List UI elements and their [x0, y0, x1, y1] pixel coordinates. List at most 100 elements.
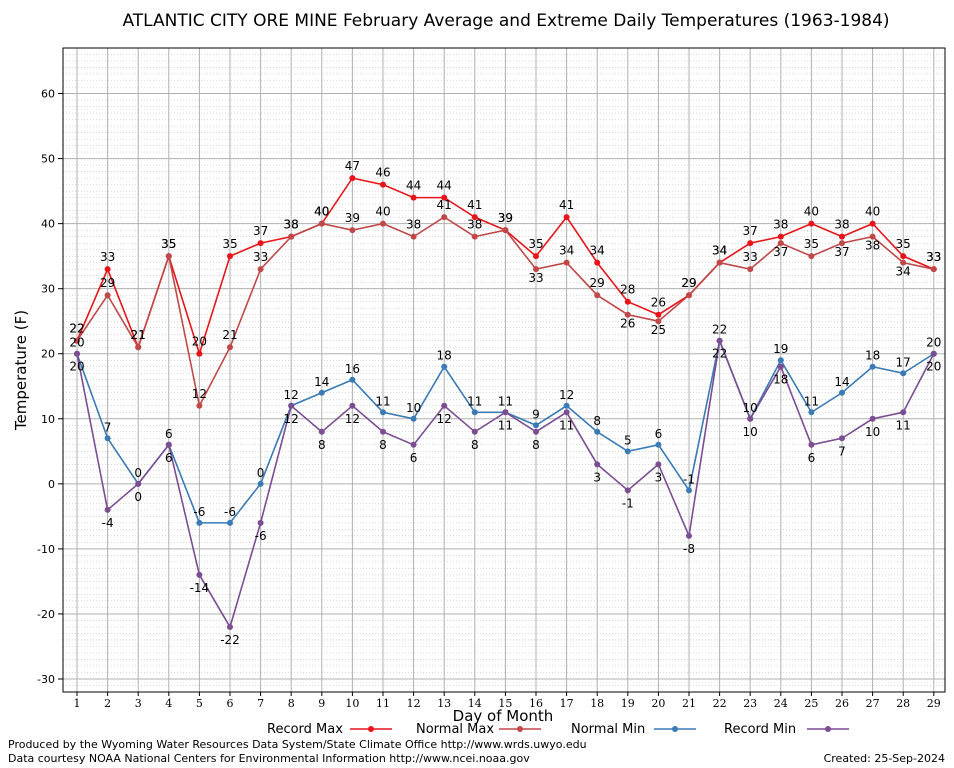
record-min-point — [165, 441, 172, 448]
record-min-data-label: -6 — [255, 529, 267, 543]
record-min-data-label: -1 — [622, 496, 634, 510]
record-min-data-label: 18 — [773, 373, 788, 387]
x-tick-label: 8 — [288, 697, 295, 710]
normal-max-data-label: 29 — [681, 276, 696, 290]
normal-min-data-label: 10 — [743, 401, 758, 415]
normal-max-data-label: 35 — [161, 237, 176, 251]
record-min-point — [410, 441, 417, 448]
record-min-data-label: 10 — [865, 425, 880, 439]
normal-min-data-label: 20 — [926, 336, 941, 350]
record-max-data-label: 21 — [131, 328, 146, 342]
record-max-data-label: 26 — [651, 296, 666, 310]
record-max-data-label: 35 — [161, 237, 176, 251]
y-axis-label: Temperature (F) — [12, 310, 30, 431]
record-min-point — [624, 487, 631, 494]
record-min-point — [533, 428, 539, 435]
normal-max-data-label: 29 — [590, 276, 605, 290]
y-axis: -30 -20 -10 0 10 20 30 40 50 60 — [37, 88, 63, 686]
normal-min-data-label: 5 — [624, 433, 632, 447]
record-max-data-label: 34 — [712, 244, 727, 258]
normal-min-data-label: 12 — [559, 388, 574, 402]
normal-min-data-label: 12 — [284, 388, 299, 402]
normal-min-data-label: 20 — [69, 336, 84, 350]
legend-marker-record-min — [825, 726, 831, 732]
footer-created: Created: 25-Sep-2024 — [824, 752, 945, 765]
normal-max-point — [227, 344, 233, 351]
x-tick-label: 9 — [318, 697, 325, 710]
legend-marker-record-max — [368, 726, 374, 732]
record-min-data-label: 11 — [896, 418, 911, 432]
normal-max-data-label: 41 — [437, 198, 452, 212]
x-tick-label: 20 — [651, 697, 665, 710]
x-tick-label: 28 — [896, 697, 910, 710]
x-tick-label: 15 — [498, 697, 512, 710]
normal-max-point — [930, 266, 937, 273]
record-min-point — [686, 532, 692, 539]
normal-min-data-label: -1 — [683, 472, 695, 486]
normal-min-data-label: 10 — [406, 401, 421, 415]
normal-min-data-label: 11 — [804, 394, 819, 408]
x-tick-label: 24 — [774, 697, 788, 710]
normal-max-point — [257, 266, 264, 273]
normal-min-point — [441, 363, 448, 370]
normal-min-data-label: 22 — [712, 323, 727, 337]
y-tick-label: -30 — [37, 673, 55, 686]
record-min-point — [196, 571, 203, 578]
normal-max-data-label: 26 — [620, 317, 635, 331]
record-min-point — [104, 506, 111, 513]
x-tick-label: 4 — [165, 697, 172, 710]
record-max-point — [624, 298, 631, 305]
record-max-point — [594, 259, 601, 266]
normal-min-point — [624, 448, 631, 455]
normal-max-point — [410, 233, 417, 240]
record-max-point — [747, 240, 754, 247]
record-min-data-label: 6 — [165, 451, 173, 465]
record-min-point — [869, 415, 876, 422]
legend-label-record-max: Record Max — [267, 722, 343, 737]
normal-max-data-label: 39 — [345, 211, 360, 225]
normal-min-data-label: 11 — [498, 394, 513, 408]
record-max-point — [410, 194, 417, 201]
record-max-data-label: 34 — [590, 244, 605, 258]
record-max-data-label: 20 — [192, 335, 207, 349]
normal-min-data-label: 0 — [134, 466, 142, 480]
record-max-data-label: 39 — [498, 211, 513, 225]
normal-min-point — [655, 441, 662, 448]
record-max-point — [900, 253, 907, 260]
normal-max-data-label: 34 — [712, 244, 727, 258]
normal-min-data-label: 18 — [865, 349, 880, 363]
normal-max-point — [380, 220, 386, 227]
record-min-data-label: 8 — [532, 438, 540, 452]
record-max-data-label: 47 — [345, 159, 360, 173]
record-max-data-label: 29 — [681, 276, 696, 290]
x-tick-label: 16 — [529, 697, 543, 710]
normal-max-point — [563, 259, 570, 266]
normal-max-point — [165, 253, 172, 260]
normal-max-data-label: 25 — [651, 323, 666, 337]
normal-min-point — [349, 376, 356, 383]
x-tick-label: 7 — [257, 697, 264, 710]
record-max-data-label: 38 — [773, 218, 788, 232]
record-min-data-label: 8 — [318, 438, 326, 452]
x-tick-label: 21 — [682, 697, 696, 710]
plot-frame — [62, 47, 946, 693]
record-min-data-label: -22 — [220, 633, 240, 647]
y-tick-label: -20 — [37, 608, 55, 621]
record-max-data-label: 40 — [865, 205, 880, 219]
legend-marker-normal-max — [517, 726, 523, 732]
normal-max-data-label: 33 — [253, 250, 268, 264]
record-max-data-label: 22 — [69, 322, 84, 336]
record-max-data-label: 37 — [743, 224, 758, 238]
x-tick-label: 27 — [866, 697, 880, 710]
x-tick-label: 14 — [468, 697, 482, 710]
normal-max-data-label: 38 — [865, 239, 880, 253]
y-tick-label: 40 — [41, 218, 55, 231]
normal-max-data-label: 33 — [743, 250, 758, 264]
y-tick-label: 50 — [41, 153, 55, 166]
normal-max-point — [900, 259, 907, 266]
x-tick-label: 22 — [713, 697, 727, 710]
record-max-data-label: 33 — [100, 250, 115, 264]
x-tick-label: 26 — [835, 697, 849, 710]
record-max-data-label: 28 — [620, 283, 635, 297]
